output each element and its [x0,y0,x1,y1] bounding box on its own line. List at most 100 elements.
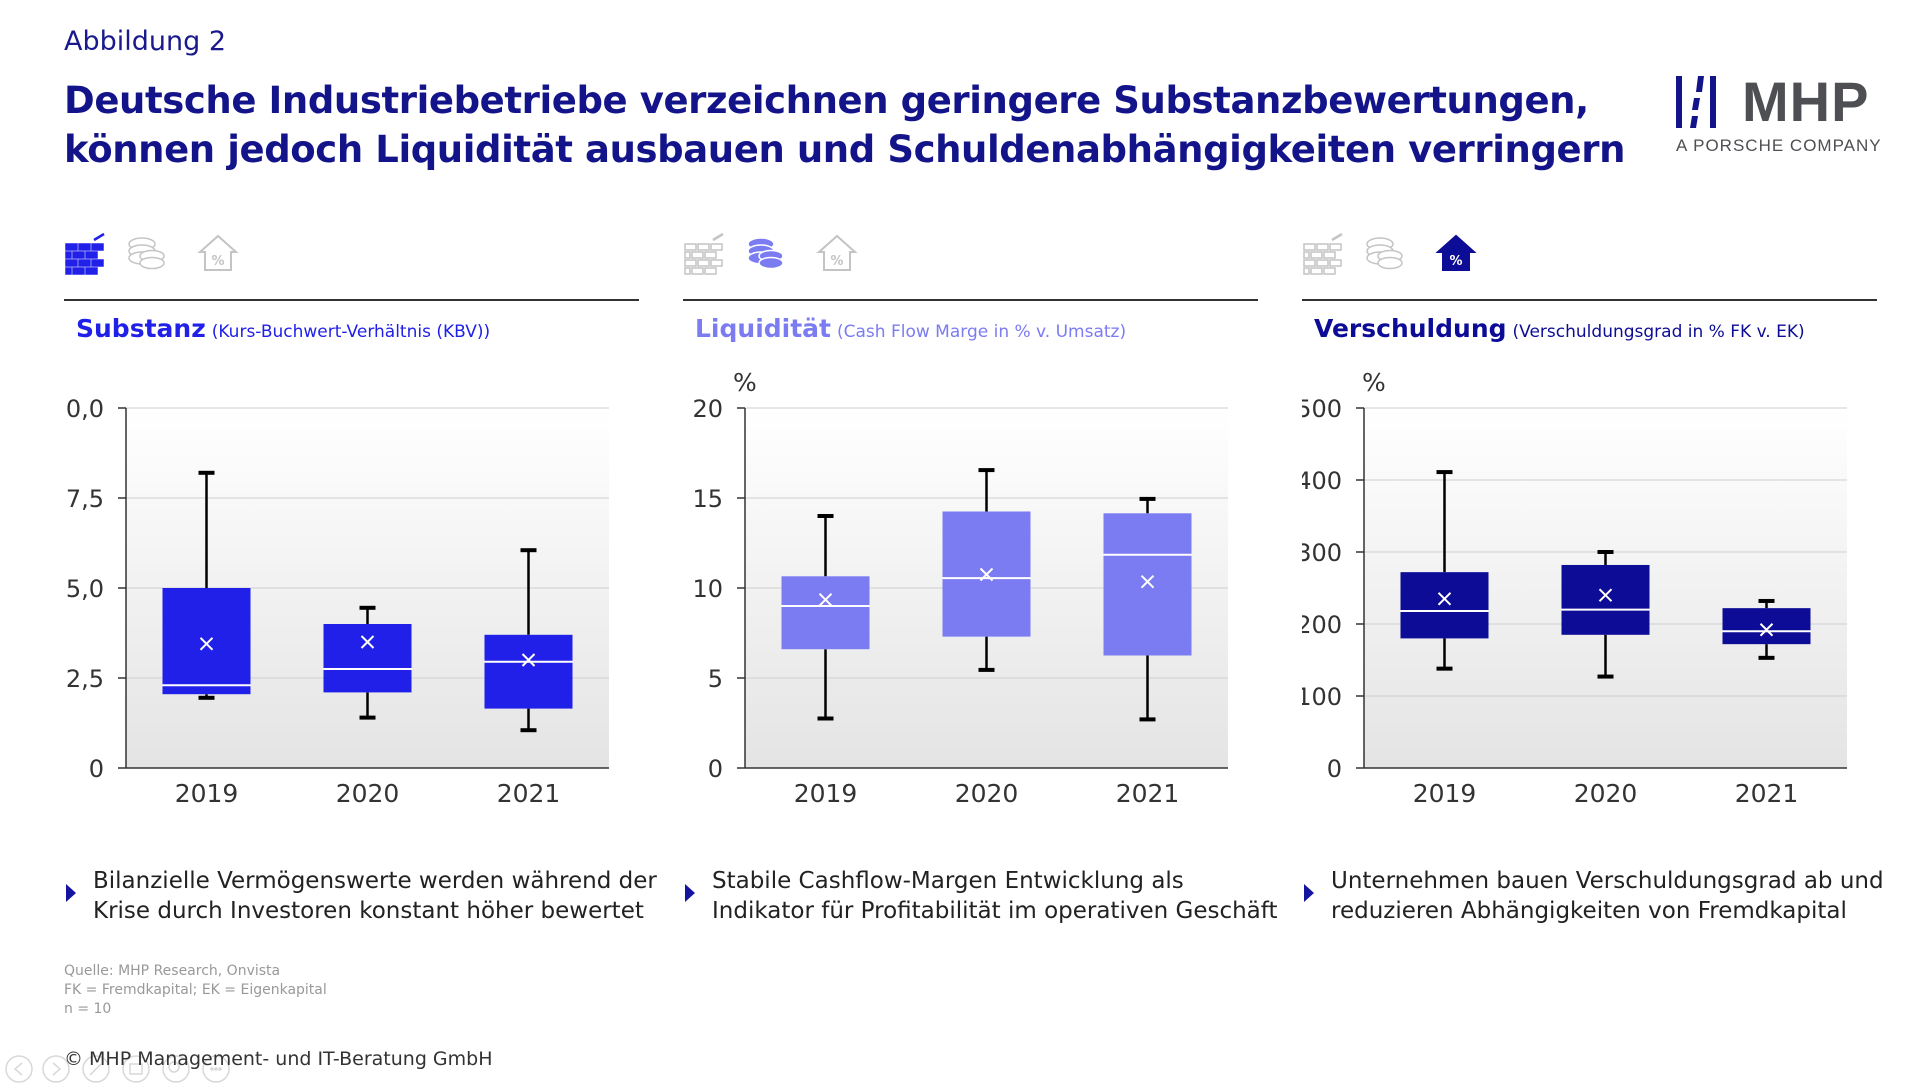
coins-icon [128,237,165,270]
sample-size-note: n = 10 [64,1001,112,1017]
copyright: © MHP Management- und IT-Beratung GmbH [64,1048,493,1070]
y-unit: % [1362,368,1386,397]
panel-title-sub: (Verschuldungsgrad in % FK v. EK) [1512,322,1805,342]
y-tick-label: 20 [692,395,723,423]
page-title: Deutsche Industriebetriebe verzeichnen g… [64,76,1626,174]
house-percent-icon: % [197,234,239,271]
y-tick-label: 5,0 [66,575,104,603]
prev-slide-icon[interactable] [5,1055,33,1083]
mhp-logo: MHP A PORSCHE COMPANY [1676,72,1881,162]
mean-marker [521,653,536,667]
panel-title-sub: (Cash Flow Marge in % v. Umsatz) [837,322,1127,342]
pen-stroke-icon [89,1063,102,1076]
bullet-arrow-icon [66,884,76,902]
panel-icons: % [65,232,239,275]
box-body [484,634,573,709]
mean-marker [360,635,375,649]
mean-marker [1759,623,1774,637]
y-tick-label: 0 [89,755,104,783]
box-2020 [1561,550,1650,679]
y-tick-label: 15 [692,485,723,513]
box-2020 [942,468,1031,672]
bricks-icon [65,232,105,275]
y-tick-label: 10 [692,575,723,603]
y-tick-label: 7,5 [66,485,104,513]
y-tick-label: 500 [1302,395,1342,423]
box-body [162,588,251,695]
box-2019 [781,514,870,721]
svg-text:%: % [830,254,843,269]
box-2021 [484,548,573,733]
boxplot-chart: 0 100 200 300 400 500 2019 2020 2021 [1302,395,1847,808]
y-tick-label: 400 [1302,467,1342,495]
bullet-line-1: Bilanzielle Vermögenswerte werden währen… [93,868,657,894]
mean-marker [1140,574,1155,589]
y-tick-label: 200 [1302,611,1342,639]
bullet-arrow-icon [1304,884,1314,902]
title-line-1: Deutsche Industriebetriebe verzeichnen g… [64,79,1589,122]
panel-title-main: Liquidität [695,314,831,343]
x-tick-label: 2019 [794,779,858,808]
prev-arrow-icon [13,1062,23,1076]
y-tick-label: 10,0 [64,395,104,423]
abbreviation-note: FK = Fremdkapital; EK = Eigenkapital [64,982,327,998]
dot-icon [210,1067,214,1071]
title-line-2: können jedoch Liquidität ausbauen und Sc… [64,128,1626,171]
mean-marker [199,637,214,651]
boxplot-chart: 0 2,5 5,0 7,5 10,0 2019 2020 2021 [64,395,609,808]
coins-icon [1366,237,1403,270]
footnotes: Quelle: MHP Research, Onvista FK = Fremd… [64,962,327,1019]
panel-divider [683,299,1258,301]
house-percent-icon: % [816,234,858,271]
coins-icon [747,237,784,270]
box-2021 [1722,598,1811,660]
x-tick-label: 2019 [175,779,239,808]
bullet-line-2: Krise durch Investoren konstant höher be… [93,898,644,924]
mean-marker [1437,592,1452,606]
panel-title: Verschuldung (Verschuldungsgrad in % FK v… [1314,314,1805,343]
box-body [1400,572,1489,639]
x-tick-label: 2020 [955,779,1019,808]
panel-divider [64,299,639,301]
box-body [1722,608,1811,645]
x-tick-label: 2021 [1735,779,1799,808]
y-unit: % [733,368,757,397]
bullet-arrow-icon [685,884,695,902]
panel-verschuldung: % Verschuldung (Verschuldungsgrad in % FK… [1302,230,1884,950]
panel-liquiditaet: % Liquidität (Cash Flow Marge in % v. Ums… [683,230,1278,950]
logo-subline: A PORSCHE COMPANY [1676,136,1882,155]
bullet-line-2: reduzieren Abhängigkeiten von Fremdkapit… [1331,898,1847,924]
y-tick-label: 0 [1327,755,1342,783]
svg-text:%: % [1449,254,1462,269]
panel-substanz: % Substanz (Kurs-Buchwert-Verhältnis (KBV… [64,230,657,950]
panel-title: Substanz (Kurs-Buchwert-Verhältnis (KBV)) [76,314,490,343]
x-tick-label: 2021 [497,779,561,808]
panel-title: Liquidität (Cash Flow Marge in % v. Umsat… [695,314,1126,343]
panel-divider [1302,299,1877,301]
y-tick-label: 100 [1302,683,1342,711]
house-percent-icon: % [1435,234,1477,271]
box-2021 [1103,496,1192,722]
bullet-line-2: Indikator für Profitabilität im operativ… [712,898,1278,924]
panel-title-sub: (Kurs-Buchwert-Verhältnis (KBV)) [211,322,491,342]
y-tick-label: 300 [1302,539,1342,567]
y-tick-label: 5 [708,665,723,693]
logo-slash-mark [1676,76,1716,128]
box-2019 [1400,470,1489,671]
bricks-icon [684,232,724,275]
y-tick-label: 0 [708,755,723,783]
figure-label: Abbildung 2 [64,26,227,57]
dot-icon [214,1067,218,1071]
box-2020 [323,605,412,720]
x-tick-label: 2021 [1116,779,1180,808]
zoom-lens-icon [168,1061,180,1073]
box-body [1561,564,1650,635]
next-arrow-icon [52,1062,62,1076]
mean-marker [979,567,994,582]
mean-marker [818,592,833,607]
panel-title-main: Substanz [76,314,206,343]
source-note: Quelle: MHP Research, Onvista [64,963,281,979]
box-body [1103,513,1192,656]
dot-icon [218,1067,222,1071]
panel-icons: % [684,232,858,275]
